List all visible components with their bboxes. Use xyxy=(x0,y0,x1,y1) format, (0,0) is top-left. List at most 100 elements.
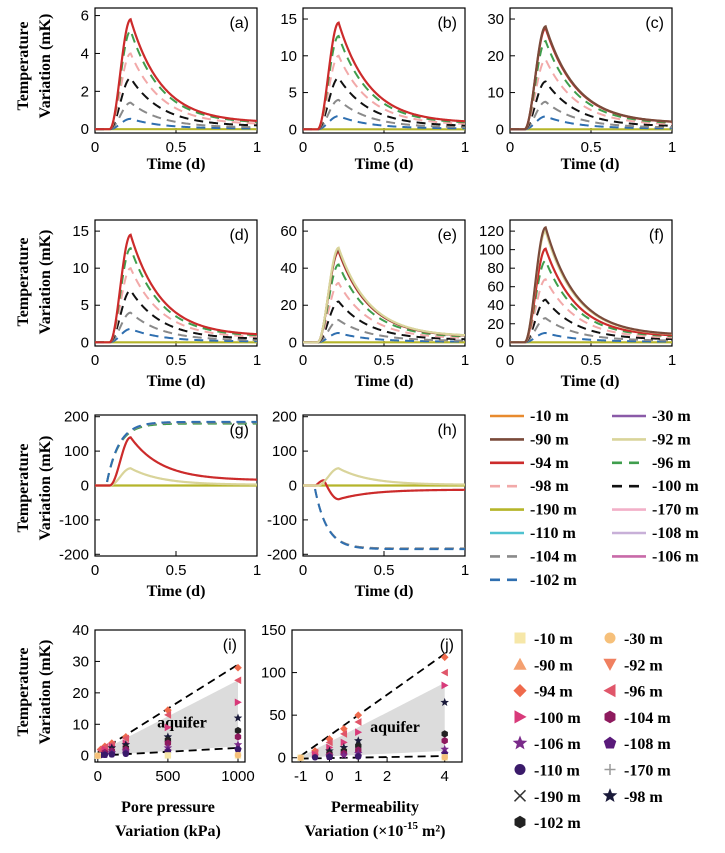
legend-marker-label: -100 m xyxy=(534,710,581,727)
point--96m xyxy=(234,676,242,685)
curve--100m xyxy=(303,76,465,131)
point--106m xyxy=(233,740,243,749)
legend-marker-label: -190 m xyxy=(534,789,581,806)
ytick-label-g: 100 xyxy=(64,443,89,460)
curve--90m xyxy=(510,225,672,344)
xtick-label-g: 0.5 xyxy=(166,562,187,579)
legend-line-label: -190 m xyxy=(530,502,577,519)
point--96m xyxy=(122,734,130,743)
legend-line-label: -96 m xyxy=(652,455,691,472)
annotation-aquifer-j: aquifer xyxy=(370,719,420,736)
point--94m xyxy=(234,663,242,672)
legend-marker-swatch xyxy=(604,710,616,724)
legend-marker-swatch xyxy=(602,788,618,803)
xtick-label-j: 0 xyxy=(325,768,333,785)
curve--92m xyxy=(95,467,257,487)
curve--100m xyxy=(510,298,672,344)
aquifer-region-j xyxy=(300,682,445,758)
curves-d xyxy=(95,233,257,344)
xtick-label-i: 0 xyxy=(94,768,102,785)
legend-marker-label: -106 m xyxy=(534,736,581,753)
ytick-label-i: 30 xyxy=(72,653,89,670)
point--96m xyxy=(440,668,448,677)
curve--96m xyxy=(95,422,257,487)
legend-marker-swatch xyxy=(512,735,528,750)
xtick-label-f: 1 xyxy=(668,352,676,369)
point--94m xyxy=(440,653,449,662)
xtick-label-d: 0 xyxy=(91,352,99,369)
curve--100m xyxy=(303,300,465,344)
panel-label-i: (i) xyxy=(223,637,237,654)
curve--102m xyxy=(95,117,257,131)
point--10m xyxy=(164,752,172,759)
legend-marker-label: -94 m xyxy=(534,684,573,701)
curve--104m xyxy=(303,98,465,131)
ytick-label-g: -200 xyxy=(59,546,89,563)
point--104m xyxy=(164,739,172,747)
ylabel-row4-line2: Variation (mK) xyxy=(37,640,54,745)
ytick-label-c: 30 xyxy=(487,11,504,28)
legends-layer: -10 m -30 m -90 m -92 m -94 m -96 m -98 m -100 … xyxy=(490,408,699,832)
upper-bound-line-j xyxy=(300,653,446,757)
point--110m xyxy=(355,753,362,760)
panel-i: 0 500 1000 0 10 20 30 40 (i) aquifer xyxy=(72,622,254,785)
curve--94m xyxy=(95,17,257,131)
legend-marker-swatch xyxy=(514,632,526,644)
curve--94m xyxy=(303,21,465,131)
point--102m xyxy=(441,730,448,738)
curve--104m xyxy=(303,319,465,344)
legend-line-label: -90 m xyxy=(530,431,569,448)
curve--92m xyxy=(303,246,465,344)
legend-line-label: -102 m xyxy=(530,572,577,589)
xtick-label-c: 0.5 xyxy=(581,139,602,156)
curve--100m xyxy=(510,80,672,131)
xlabel-j-line1: Permeability xyxy=(331,799,419,816)
point--104m xyxy=(234,733,242,741)
curve--98m xyxy=(95,52,257,131)
ytick-label-j: 150 xyxy=(261,622,286,639)
curve--102m xyxy=(303,484,465,551)
ylabel-row2-line1: Temperature xyxy=(15,238,32,327)
xtick-label-j: 2 xyxy=(383,768,391,785)
point--110m xyxy=(311,754,319,761)
panel-label-h: (h) xyxy=(437,422,457,439)
curve--92m xyxy=(303,467,465,487)
point--104m xyxy=(441,737,448,745)
panel-h: 0 0.5 1 -200 -100 0 100 200 (h) xyxy=(267,409,469,579)
curve--94m xyxy=(303,479,465,501)
legend-marker-label: -110 m xyxy=(534,763,580,780)
curve--102m xyxy=(95,420,257,487)
xtick-label-e: 0.5 xyxy=(374,352,395,369)
curves-a xyxy=(95,17,257,131)
legend-marker-label: -98 m xyxy=(624,789,663,806)
xtick-label-j: -1 xyxy=(294,768,307,785)
xlabel-j-sup: -15 xyxy=(403,820,418,832)
ytick-label-h: 100 xyxy=(272,443,297,460)
panel-g: 0 0.5 1 -200 -100 0 100 200 (g) xyxy=(59,409,261,579)
legend-marker-swatch xyxy=(603,658,617,671)
ytick-label-f: 100 xyxy=(479,242,504,259)
legend-line-label: -108 m xyxy=(652,525,699,542)
curve--90m xyxy=(510,24,672,131)
ytick-label-c: 10 xyxy=(487,85,504,102)
ytick-label-i: 20 xyxy=(72,685,89,702)
point--102m xyxy=(234,726,242,735)
ylabel-row3-line2: Variation (mK) xyxy=(37,436,54,541)
legend-marker-swatch xyxy=(603,736,617,749)
curve--102m xyxy=(510,115,672,131)
legend-marker-swatch xyxy=(514,710,527,724)
ytick-label-g: 0 xyxy=(81,478,89,495)
point--96m xyxy=(164,711,172,719)
xlabel-d: Time (d) xyxy=(147,373,206,390)
point--98m xyxy=(354,736,363,745)
legend-marker-swatch xyxy=(513,657,527,670)
xtick-label-j: 1 xyxy=(354,768,362,785)
point--100m xyxy=(441,681,449,690)
axes-frame-j xyxy=(291,629,463,763)
ytick-label-b: 15 xyxy=(280,11,297,28)
legend-line-label: -98 m xyxy=(530,478,569,495)
legend-marker-label: -104 m xyxy=(624,710,671,727)
legend-marker-label: -90 m xyxy=(534,657,573,674)
